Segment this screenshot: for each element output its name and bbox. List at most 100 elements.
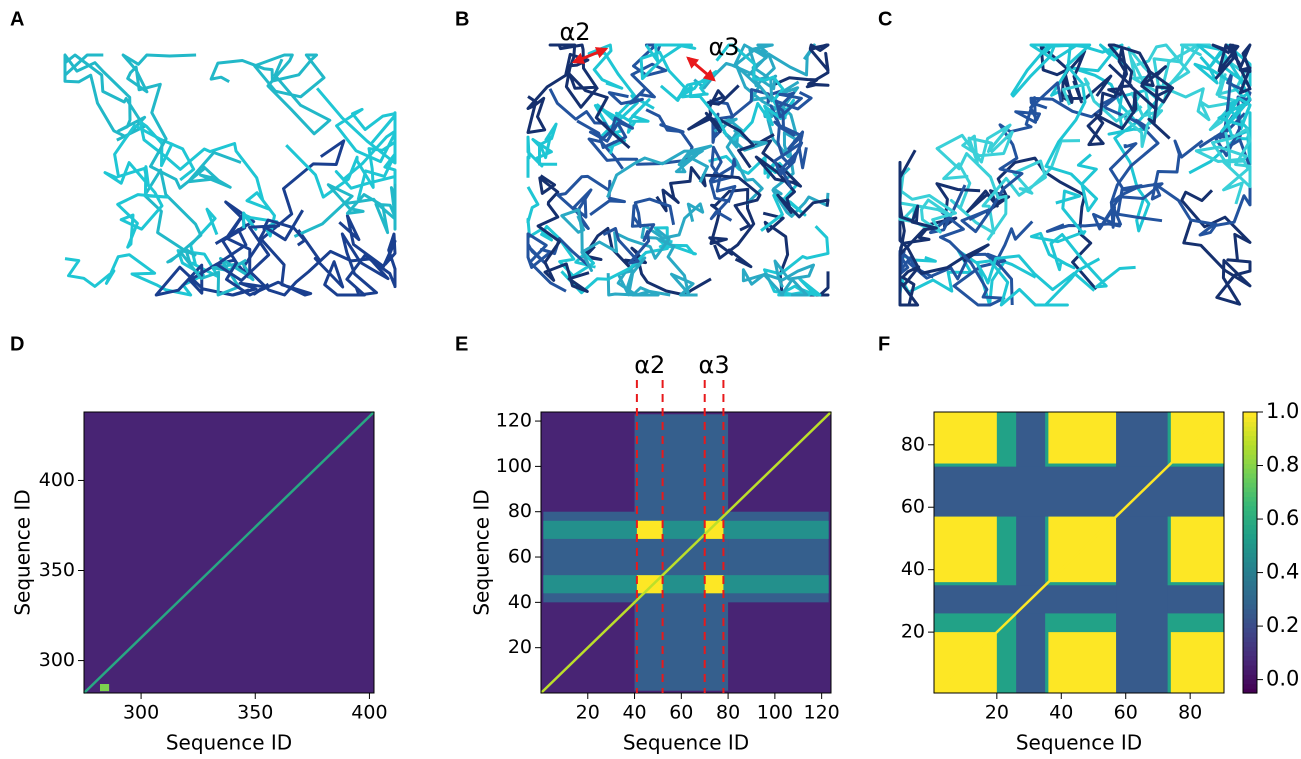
x-axis-label: Sequence ID [1016, 731, 1142, 755]
colorbar-step [1243, 651, 1257, 656]
heatmap-region [637, 521, 663, 539]
colorbar-step [1243, 576, 1257, 581]
y-axis-label: Sequence ID [470, 489, 494, 615]
heatmap-region [934, 585, 1224, 613]
x-axis-label: Sequence ID [166, 731, 292, 755]
colorbar-step [1243, 445, 1257, 450]
heatmap-region [543, 521, 828, 539]
heatmap-region [1016, 412, 1045, 693]
colorbar-step [1243, 459, 1257, 464]
colorbar-step [1243, 543, 1257, 548]
panel-label: E [455, 333, 468, 355]
colorbar-tick-label: 1.0 [1266, 399, 1299, 423]
y-tick-label: 20 [901, 621, 925, 643]
colorbar-step [1243, 562, 1257, 567]
structure-trace [1196, 129, 1250, 204]
heatmap-region [1116, 412, 1168, 693]
colorbar-step [1243, 440, 1257, 445]
heatmap-region [705, 575, 724, 593]
colorbar-step [1243, 623, 1257, 628]
colorbar-step [1243, 464, 1257, 469]
heatmap-region [705, 521, 724, 539]
colorbar-tick-label: 0.0 [1266, 667, 1299, 691]
colorbar-step [1243, 674, 1257, 679]
colorbar-step [1243, 613, 1257, 618]
heatmap-region [100, 684, 109, 691]
colorbar-step [1243, 585, 1257, 590]
colorbar-step [1243, 417, 1257, 422]
colorbar-step [1243, 478, 1257, 483]
colorbar-step [1243, 599, 1257, 604]
colorbar-step [1243, 538, 1257, 543]
x-tick-label: 120 [804, 702, 840, 724]
colorbar-step [1243, 431, 1257, 436]
arrow [688, 58, 714, 80]
colorbar-step [1243, 510, 1257, 515]
y-tick-label: 120 [496, 410, 532, 432]
colorbar-step [1243, 501, 1257, 506]
heatmap-region [1048, 412, 1116, 464]
colorbar-step [1243, 571, 1257, 576]
heatmap-region [934, 517, 997, 583]
colorbar-step [1243, 627, 1257, 632]
colorbar-step [1243, 506, 1257, 511]
colorbar-step [1243, 548, 1257, 553]
colorbar-step [1243, 454, 1257, 459]
x-tick-label: 350 [237, 702, 273, 724]
y-tick-label: 100 [496, 455, 532, 477]
annotation-label: α3 [699, 351, 730, 379]
colorbar-step [1243, 421, 1257, 426]
colorbar-step [1243, 435, 1257, 440]
colorbar-step [1243, 590, 1257, 595]
x-tick-label: 300 [123, 702, 159, 724]
colorbar-step [1243, 595, 1257, 600]
colorbar-tick-label: 0.4 [1266, 560, 1299, 584]
x-tick-label: 20 [985, 702, 1009, 724]
colorbar-step [1243, 492, 1257, 497]
annotation-label: α2 [634, 351, 665, 379]
x-tick-label: 20 [576, 702, 600, 724]
colorbar-step [1243, 524, 1257, 529]
heatmap-region [635, 414, 729, 690]
helix-label: α3 [708, 33, 739, 61]
x-tick-label: 60 [669, 702, 693, 724]
heatmap-region [934, 467, 1224, 517]
y-tick-label: 60 [508, 546, 532, 568]
y-tick-label: 350 [39, 559, 75, 581]
panel-label: D [10, 333, 24, 355]
colorbar-step [1243, 567, 1257, 572]
structure-trace [773, 45, 828, 87]
colorbar-step [1243, 670, 1257, 675]
structure-trace [211, 55, 330, 134]
structure-trace [743, 261, 813, 295]
heatmap-region [1171, 517, 1224, 583]
colorbar-step [1243, 637, 1257, 642]
y-tick-label: 400 [39, 469, 75, 491]
colorbar-step [1243, 646, 1257, 651]
colorbar-step [1243, 426, 1257, 431]
x-tick-label: 80 [1178, 702, 1202, 724]
structures [65, 45, 1250, 305]
panel-label: A [10, 8, 24, 30]
y-tick-label: 40 [901, 558, 925, 580]
panel-label: F [878, 333, 890, 355]
colorbar-step [1243, 632, 1257, 637]
y-tick-label: 80 [901, 433, 925, 455]
helix-label: α2 [559, 18, 590, 46]
y-tick-label: 20 [508, 636, 532, 658]
colorbar-step [1243, 515, 1257, 520]
figure: A B C D E F α2 α3 300350400300350400Sequ… [0, 0, 1301, 755]
colorbar-step [1243, 534, 1257, 539]
colorbar-step [1243, 618, 1257, 623]
colorbar-tick-label: 0.6 [1266, 506, 1299, 530]
heatmap-region [543, 575, 828, 593]
colorbar-step [1243, 665, 1257, 670]
colorbar-step [1243, 520, 1257, 525]
colorbar-step [1243, 473, 1257, 478]
colorbar-step [1243, 482, 1257, 487]
x-tick-label: 60 [1114, 702, 1138, 724]
y-axis-label: Sequence ID [11, 489, 35, 615]
